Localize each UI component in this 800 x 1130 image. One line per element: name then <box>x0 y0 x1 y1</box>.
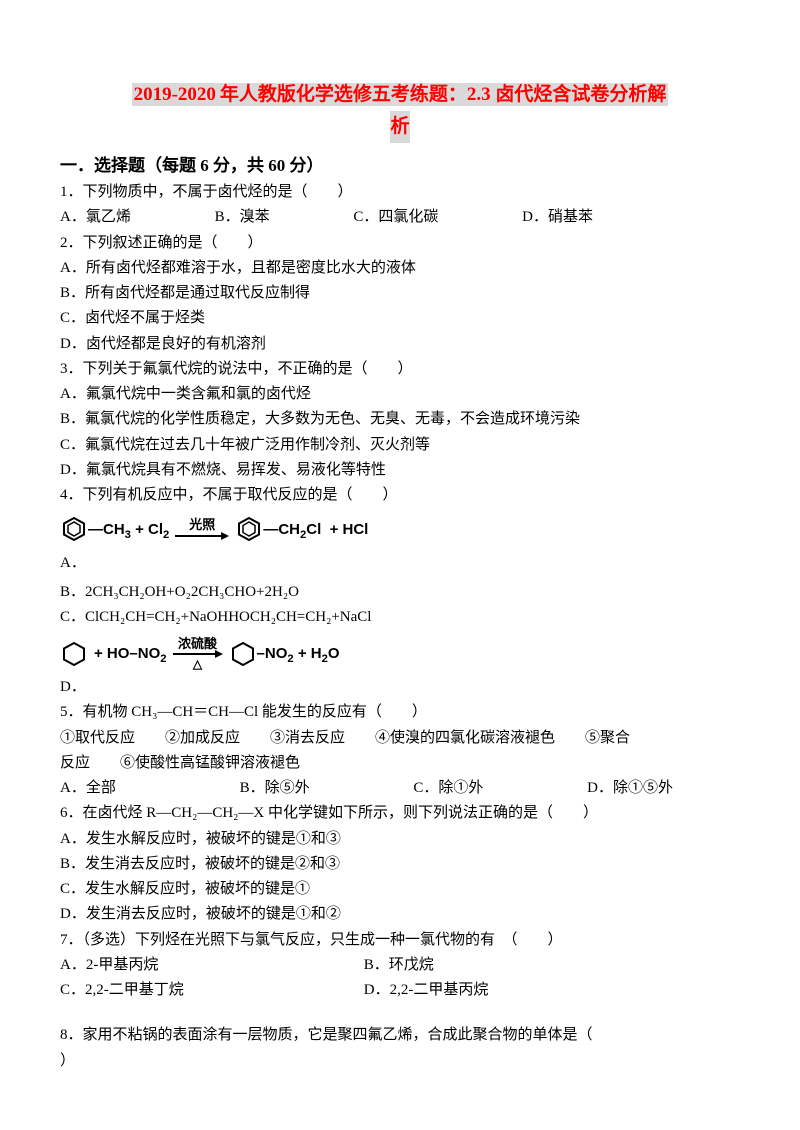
q2-stem: 2．下列叙述正确的是（ ） <box>60 232 740 255</box>
section-heading: 一．选择题（每题 6 分，共 60 分） <box>60 153 740 179</box>
q7-opt-a: A．2-甲基丙烷 <box>60 954 360 977</box>
q1-opt-c: C．四氯化碳 <box>353 206 438 229</box>
q3-opt-b: B．氟氯代烷的化学性质稳定，大多数为无色、无臭、无毒，不会造成环境污染 <box>60 408 740 431</box>
title-line2: 析 <box>60 109 740 142</box>
benzene-icon <box>60 640 88 668</box>
q2-opt-b: B．所有卤代烃都是通过取代反应制得 <box>60 282 740 305</box>
q6-opt-d: D．发生消去反应时，被破坏的键是①和② <box>60 903 740 926</box>
q7-opt-c: C．2,2-二甲基丁烷 <box>60 979 360 1002</box>
q4-a-arrow-label: 光照 <box>189 518 215 531</box>
q7-opt-d: D．2,2-二甲基丙烷 <box>364 979 489 1002</box>
title-year: 2019-2020 <box>132 83 218 106</box>
q6-opt-a: A．发生水解反应时，被破坏的键是①和③ <box>60 828 740 851</box>
q1-stem: 1．下列物质中，不属于卤代烃的是（ ） <box>60 181 740 204</box>
q2-opt-d: D．卤代烃都是良好的有机溶剂 <box>60 333 740 356</box>
q5-opt-c: C．除①外 <box>413 777 483 800</box>
q4-opt-b: B．2CH₃CH₂OH+O₂2CH₃CHO+2H₂O <box>60 581 740 604</box>
q7-options-1: A．2-甲基丙烷 B．环戊烷 <box>60 954 740 977</box>
q3-stem: 3．下列关于氟氯代烷的说法中，不正确的是（ ） <box>60 358 740 381</box>
q5-stem: 5．有机物 CH₃—CH＝CH—Cl 能发生的反应有（ ） <box>60 701 740 724</box>
q7-options-2: C．2,2-二甲基丁烷 D．2,2-二甲基丙烷 <box>60 979 740 1002</box>
q7-opt-b: B．环戊烷 <box>364 954 434 977</box>
q5-opt-a: A．全部 <box>60 777 116 800</box>
q5-line3: 反应 ⑥使酸性高锰酸钾溶液褪色 <box>60 752 740 775</box>
q5-opt-d: D．除①⑤外 <box>587 777 673 800</box>
q1-opt-b: B．溴苯 <box>215 206 270 229</box>
title-main: 年人教版化学选修五考练题：2.3 卤代烃含试卷分析解 <box>218 83 669 106</box>
q4-d-prod: –NO2 + H2O <box>257 642 340 665</box>
q4-d-arrow-top: 浓硫酸 <box>178 637 217 650</box>
q2-opt-a: A．所有卤代烃都难溶于水，且都是密度比水大的液体 <box>60 257 740 280</box>
benzene-icon <box>235 515 263 543</box>
q4-d-equation: + HO–NO2 浓硫酸 △ –NO2 + H2O <box>60 637 340 670</box>
q4-d-arrow-bottom: △ <box>193 658 202 670</box>
q6-stem: 6．在卤代烃 R—CH₂—CH₂—X 中化学键如下所示，则下列说法正确的是（ ） <box>60 802 740 825</box>
q4-opt-c: C．ClCH₂CH=CH₂+NaOHHOCH₂CH=CH₂+NaCl <box>60 606 740 629</box>
title-line1: 2019-2020年人教版化学选修五考练题：2.3 卤代烃含试卷分析解 <box>60 80 740 109</box>
q1-options: A．氯乙烯 B．溴苯 C．四氯化碳 D．硝基苯 <box>60 206 740 229</box>
q8-stem2: ） <box>60 1050 740 1073</box>
q2-opt-c: C．卤代烃不属于烃类 <box>60 307 740 330</box>
q4-d-label: D． <box>60 676 740 699</box>
q4-opt-a: —CH3 + Cl2 光照 —CH2Cl + HCl A． <box>60 509 740 575</box>
q5-line2: ①取代反应 ②加成反应 ③消去反应 ④使溴的四氯化碳溶液褪色 ⑤聚合 <box>60 727 740 750</box>
q4-a-equation: —CH3 + Cl2 光照 —CH2Cl + HCl <box>60 515 368 543</box>
q4-d-arrow: 浓硫酸 △ <box>173 637 223 670</box>
q4-d-hno2: + HO–NO2 <box>94 642 167 665</box>
q6-opt-c: C．发生水解反应时，被破坏的键是① <box>60 878 740 901</box>
q1-opt-d: D．硝基苯 <box>522 206 593 229</box>
q3-opt-c: C．氟氯代烷在过去几十年被广泛用作制冷剂、灭火剂等 <box>60 434 740 457</box>
title-block: 2019-2020年人教版化学选修五考练题：2.3 卤代烃含试卷分析解 析 <box>60 80 740 143</box>
q4-opt-d: + HO–NO2 浓硫酸 △ –NO2 + H2O D． <box>60 631 740 699</box>
q4-stem: 4．下列有机反应中，不属于取代反应的是（ ） <box>60 484 740 507</box>
q6-opt-b: B．发生消去反应时，被破坏的键是②和③ <box>60 853 740 876</box>
q7-stem: 7．（多选）下列烃在光照下与氯气反应，只生成一种一氯代物的有 （ ） <box>60 929 740 952</box>
q3-opt-a: A．氟氯代烷中一类含氟和氯的卤代烃 <box>60 383 740 406</box>
q5-options: A．全部 B．除⑤外 C．除①外 D．除①⑤外 <box>60 777 740 800</box>
q4-a-label: A． <box>60 552 740 575</box>
q4-a-ch2cl: —CH2Cl + HCl <box>263 518 368 541</box>
benzene-icon <box>229 640 257 668</box>
q3-opt-d: D．氟氯代烷具有不燃烧、易挥发、易液化等特性 <box>60 459 740 482</box>
q5-opt-b: B．除⑤外 <box>240 777 310 800</box>
exam-page: 2019-2020年人教版化学选修五考练题：2.3 卤代烃含试卷分析解 析 一．… <box>0 0 800 1115</box>
q4-a-arrow: 光照 <box>175 518 229 541</box>
title-sub: 析 <box>390 111 409 142</box>
q1-opt-a: A．氯乙烯 <box>60 206 131 229</box>
q4-a-ch3: —CH3 + Cl2 <box>88 518 169 541</box>
q8-stem: 8．家用不粘锅的表面涂有一层物质，它是聚四氟乙烯，合成此聚合物的单体是（ <box>60 1024 740 1047</box>
benzene-icon <box>60 515 88 543</box>
